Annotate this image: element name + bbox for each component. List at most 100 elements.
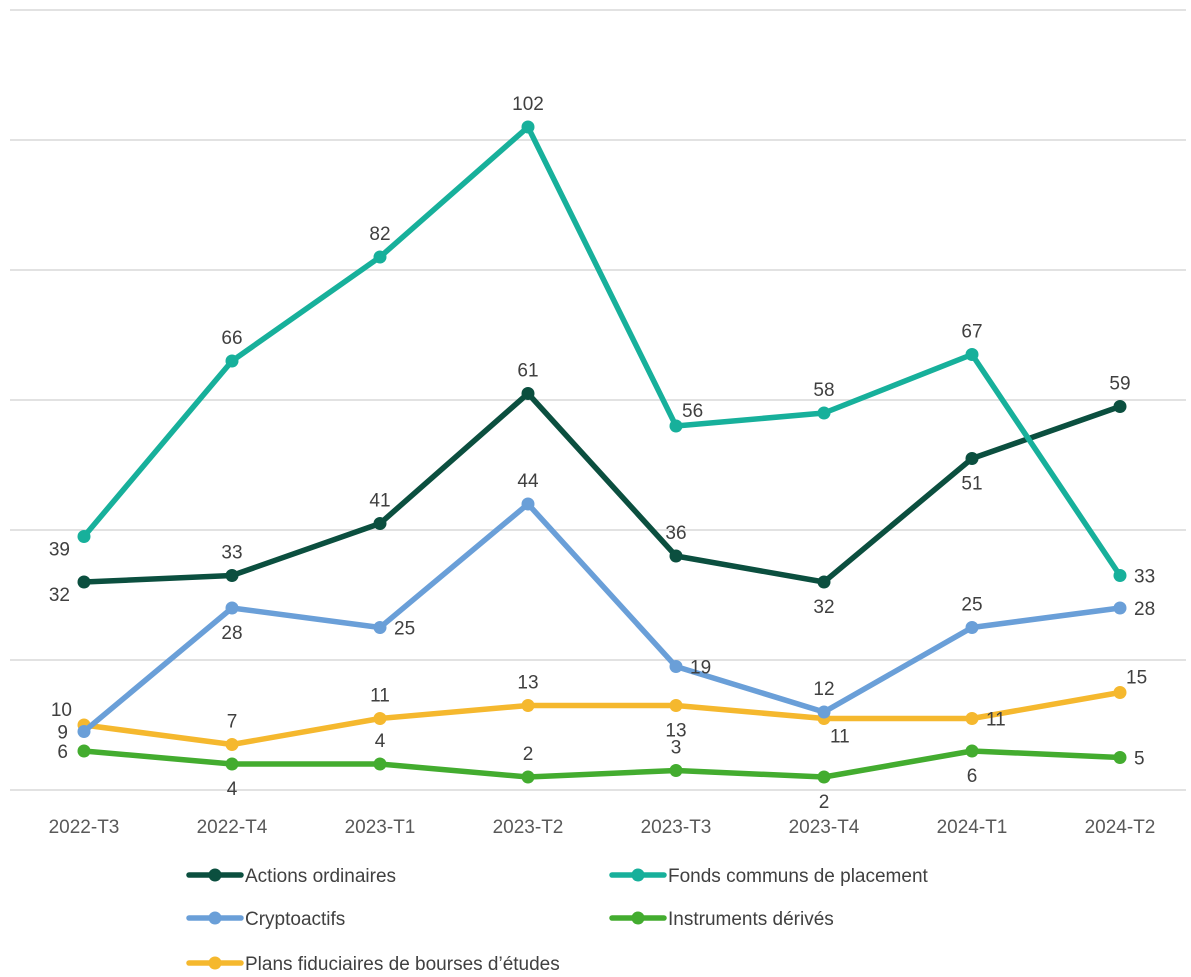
- data-label: 28: [221, 623, 242, 644]
- data-label: 102: [512, 94, 544, 115]
- data-point: [77, 725, 91, 738]
- data-label: 6: [57, 742, 68, 763]
- data-label: 44: [517, 471, 539, 492]
- x-axis-tick-labels: 2022-T3 2022-T4 2023-T1 2023-T2 2023-T3 2023-…: [49, 817, 1156, 838]
- data-point: [521, 770, 535, 784]
- data-label: 13: [665, 721, 686, 742]
- data-point: [225, 738, 239, 751]
- legend-label: Fonds communs de placement: [668, 866, 929, 887]
- data-label: 28: [1134, 599, 1155, 620]
- data-label: 2: [523, 744, 534, 765]
- legend-label: Cryptoactifs: [245, 909, 345, 930]
- legend-label: Plans fiduciaires de bourses d’études: [245, 954, 560, 975]
- data-point: [1113, 601, 1127, 615]
- data-label: 9: [57, 723, 68, 744]
- data-label: 32: [813, 597, 834, 618]
- data-point: [521, 497, 535, 511]
- legend-swatch-marker: [631, 868, 645, 882]
- data-point: [77, 575, 91, 589]
- data-point: [965, 621, 979, 634]
- data-point: [225, 569, 239, 582]
- data-label: 25: [961, 595, 982, 616]
- data-point: [77, 530, 91, 543]
- x-tick-label: 2023-T4: [789, 817, 860, 838]
- data-point: [225, 601, 239, 615]
- data-point: [817, 770, 831, 784]
- x-tick-label: 2024-T2: [1085, 817, 1156, 838]
- data-point: [1113, 686, 1127, 699]
- data-label: 6: [967, 766, 978, 787]
- data-label: 56: [682, 401, 703, 422]
- data-label: 5: [1134, 749, 1145, 770]
- data-point: [373, 712, 387, 725]
- data-point: [669, 419, 683, 433]
- data-label: 7: [227, 712, 238, 733]
- data-label: 25: [394, 619, 415, 640]
- data-label: 32: [49, 585, 70, 606]
- series-actions-ordinaires: [77, 387, 1127, 589]
- data-label: 67: [961, 322, 982, 343]
- data-point: [817, 705, 831, 719]
- data-point: [225, 354, 239, 368]
- legend-item-plans-fiduciaires-de-bourses-d-etudes: Plans fiduciaires de bourses d’études: [186, 954, 560, 975]
- data-point: [1113, 400, 1127, 413]
- legend-item-actions-ordinaires: Actions ordinaires: [186, 866, 396, 887]
- data-label: 11: [986, 710, 1006, 731]
- data-label: 4: [227, 779, 238, 800]
- data-point: [373, 621, 387, 634]
- data-label: 2: [819, 792, 830, 813]
- series-line: [81, 390, 1123, 585]
- x-tick-label: 2022-T3: [49, 817, 120, 838]
- legend-item-cryptoactifs: Cryptoactifs: [186, 909, 345, 930]
- data-label: 58: [813, 380, 834, 401]
- data-label: 15: [1126, 668, 1147, 689]
- data-point: [373, 757, 387, 771]
- data-point: [669, 549, 683, 563]
- data-label: 51: [961, 474, 982, 495]
- series-cryptoactifs: [77, 497, 1127, 738]
- data-point: [225, 757, 239, 771]
- data-point: [817, 406, 831, 420]
- gridlines: [10, 9, 1186, 791]
- data-point: [1113, 751, 1127, 764]
- x-tick-label: 2024-T1: [937, 817, 1008, 838]
- series-line: [81, 689, 1123, 748]
- data-point: [965, 452, 979, 465]
- legend-item-fonds-communs-de-placement: Fonds communs de placement: [609, 866, 929, 887]
- x-tick-label: 2022-T4: [197, 817, 268, 838]
- data-label: 33: [221, 543, 242, 564]
- data-label: 41: [369, 491, 390, 512]
- legend-swatch-marker: [631, 911, 645, 925]
- data-label: 4: [375, 731, 386, 752]
- series-line: [81, 501, 1123, 735]
- data-point: [669, 660, 683, 673]
- data-label: 19: [690, 658, 711, 679]
- data-point: [373, 250, 387, 264]
- data-label: 3: [671, 738, 682, 759]
- data-point: [1113, 569, 1127, 582]
- data-label: 11: [370, 686, 390, 707]
- data-label: 33: [1134, 567, 1155, 588]
- series-line: [81, 124, 1123, 579]
- data-label: 12: [813, 679, 834, 700]
- data-point: [373, 517, 387, 530]
- data-point: [669, 764, 683, 777]
- data-label: 66: [221, 328, 242, 349]
- data-point: [965, 712, 979, 725]
- data-point: [817, 575, 831, 589]
- data-label: 59: [1109, 374, 1130, 395]
- data-point: [521, 120, 535, 134]
- data-point: [965, 744, 979, 758]
- legend-item-instruments-derives: Instruments dérivés: [609, 909, 834, 930]
- legend-label: Actions ordinaires: [245, 866, 396, 887]
- series-lines: [77, 120, 1127, 784]
- data-label: 10: [51, 700, 72, 721]
- x-tick-label: 2023-T1: [345, 817, 416, 838]
- data-point: [521, 387, 535, 400]
- legend-swatch-marker: [208, 868, 222, 882]
- legend-swatch-marker: [208, 956, 222, 970]
- legend-swatch-marker: [208, 911, 222, 925]
- data-label: 82: [369, 224, 390, 245]
